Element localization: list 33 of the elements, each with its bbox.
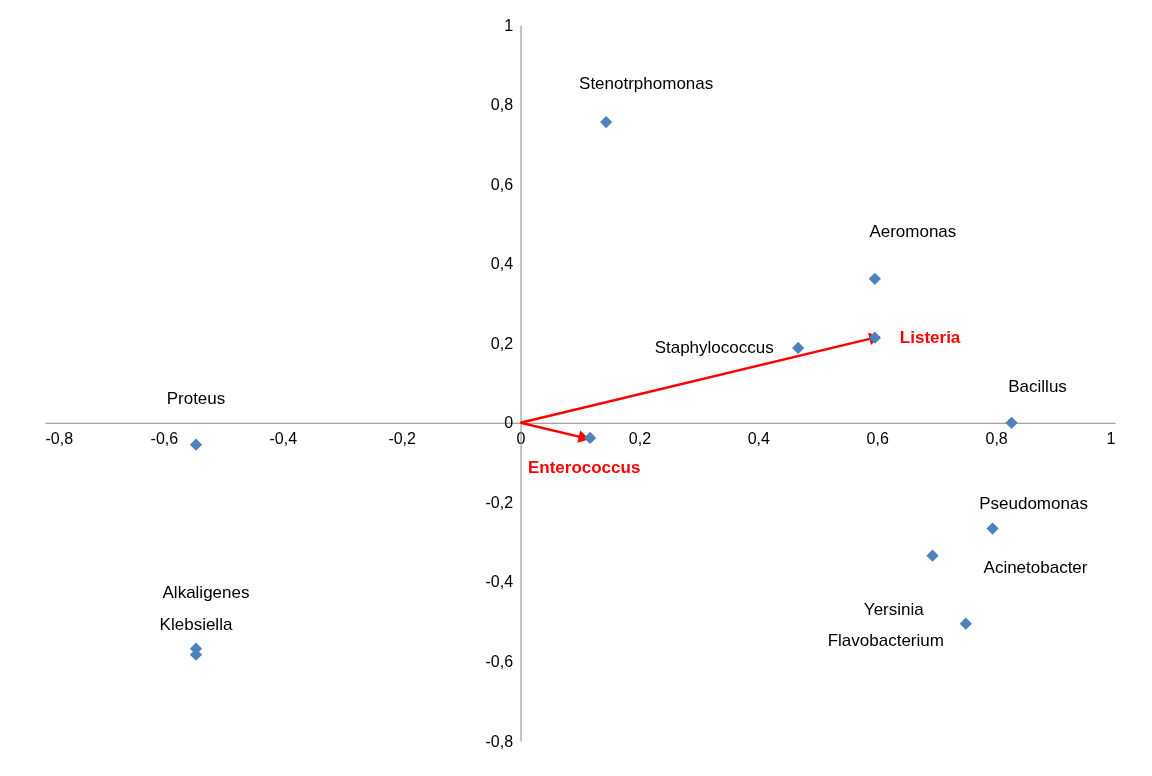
x-tick-label: 0,6 [866,430,889,448]
annotation: Alkaligenes [162,582,250,602]
annotation: Stenotrphomonas [579,74,714,94]
x-tick-label: 1 [1106,430,1116,448]
y-tick-label: 0,2 [490,334,514,352]
x-tick-label: -0,8 [45,430,74,448]
annotation: Klebsiella [159,614,233,634]
x-tick-label: 0,2 [628,430,652,448]
annotation: Flavobacterium [827,630,944,650]
y-tick-label: 0,4 [490,255,514,273]
annotation: Acinetobacter [983,557,1088,577]
series-label: Enterococcus [527,457,641,477]
x-tick-label: 0,8 [985,430,1008,448]
annotation: Aeromonas [869,221,957,241]
y-tick-label: -0,2 [485,493,514,511]
y-tick-label: 0,8 [490,96,514,114]
x-tick-label: -0,2 [388,430,417,448]
y-tick-label: 0,6 [490,175,514,193]
annotation: Proteus [166,388,226,408]
x-tick-label: 0 [516,430,526,448]
annotation: Pseudomonas [979,493,1088,513]
y-tick-label: 0 [504,414,514,432]
series-label: Listeria [899,327,961,347]
x-tick-label: -0,6 [150,430,179,448]
annotation: Bacillus [1008,376,1067,396]
y-tick-label: 1 [504,16,514,34]
x-tick-label: -0,4 [269,430,298,448]
annotation: Yersinia [863,599,925,619]
y-tick-label: -0,4 [485,573,514,591]
annotation: Staphylococcus [654,338,774,357]
y-tick-label: -0,8 [485,732,514,750]
x-tick-label: 0,4 [747,430,771,448]
y-tick-label: -0,6 [485,652,514,670]
